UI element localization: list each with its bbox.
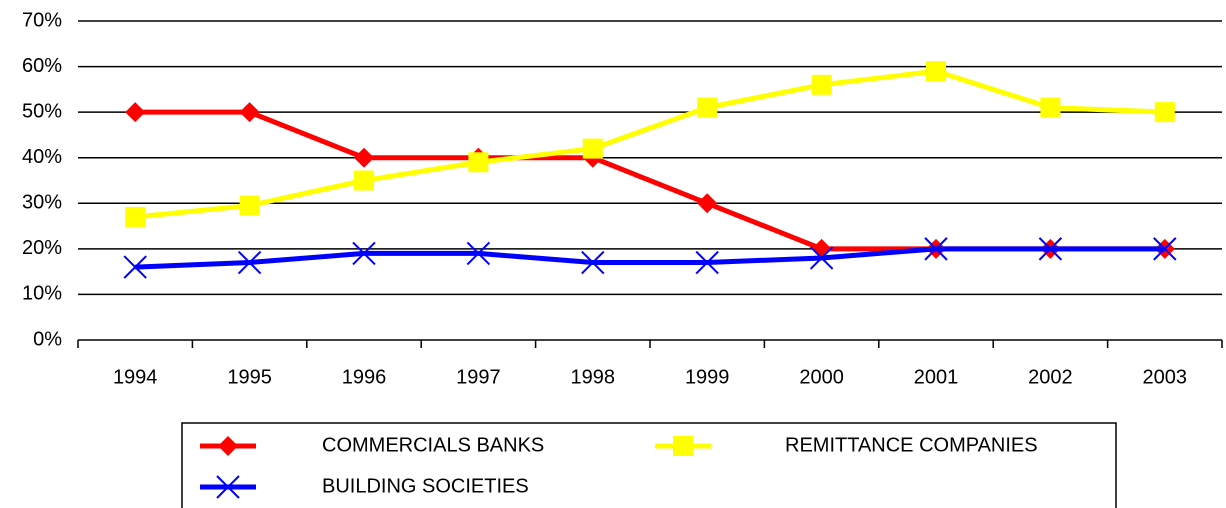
x-tick-label: 1994	[113, 366, 158, 388]
data-point	[809, 246, 834, 270]
x-tick-label: 1997	[456, 366, 501, 388]
data-point	[926, 61, 946, 82]
data-point	[466, 241, 491, 266]
x-tick-label: 1996	[342, 366, 387, 388]
data-point	[125, 206, 146, 227]
data-point	[237, 250, 262, 275]
x-tick-label: 1995	[227, 366, 272, 388]
y-tick-label: 0%	[33, 328, 62, 350]
data-point	[695, 250, 719, 275]
data-point	[123, 255, 147, 279]
data-point	[581, 250, 605, 275]
y-tick-label: 50%	[22, 100, 62, 122]
data-point	[352, 241, 376, 266]
y-tick-label: 10%	[22, 283, 62, 305]
y-tick-label: 30%	[22, 192, 62, 214]
x-tick-label: 1998	[571, 366, 616, 388]
y-tick-label: 60%	[22, 55, 62, 77]
legend-marker	[218, 436, 238, 456]
legend-box	[181, 422, 1117, 508]
y-tick-label: 20%	[22, 237, 62, 259]
data-point	[468, 152, 489, 173]
legend-label: REMITTANCE COMPANIES	[785, 434, 1038, 456]
y-tick-label: 40%	[22, 146, 62, 168]
series-line	[134, 68, 1165, 220]
data-point	[697, 193, 718, 214]
data-point	[239, 102, 260, 123]
x-tick-label: 2000	[799, 366, 844, 388]
y-tick-label: 70%	[22, 9, 62, 31]
data-point	[582, 138, 603, 159]
data-point	[354, 147, 374, 168]
data-point	[924, 237, 948, 261]
legend-label: COMMERCIALS BANKS	[322, 434, 544, 456]
series-line	[135, 109, 1165, 252]
data-point	[125, 102, 146, 123]
legend-label: BUILDING SOCIETIES	[322, 475, 529, 497]
data-point	[697, 97, 718, 118]
legend-marker	[673, 436, 693, 456]
legend-marker	[216, 475, 240, 499]
x-tick-label: 2001	[914, 366, 959, 388]
data-point	[1154, 102, 1175, 123]
data-point	[354, 170, 374, 191]
data-point	[1038, 237, 1063, 261]
x-tick-label: 1999	[685, 366, 730, 388]
data-point	[1040, 97, 1061, 118]
data-point	[811, 74, 832, 95]
data-point	[239, 195, 260, 216]
x-tick-label: 2002	[1028, 366, 1073, 388]
data-point	[1153, 237, 1177, 261]
series-line	[135, 246, 1165, 270]
x-tick-label: 2003	[1143, 366, 1188, 388]
